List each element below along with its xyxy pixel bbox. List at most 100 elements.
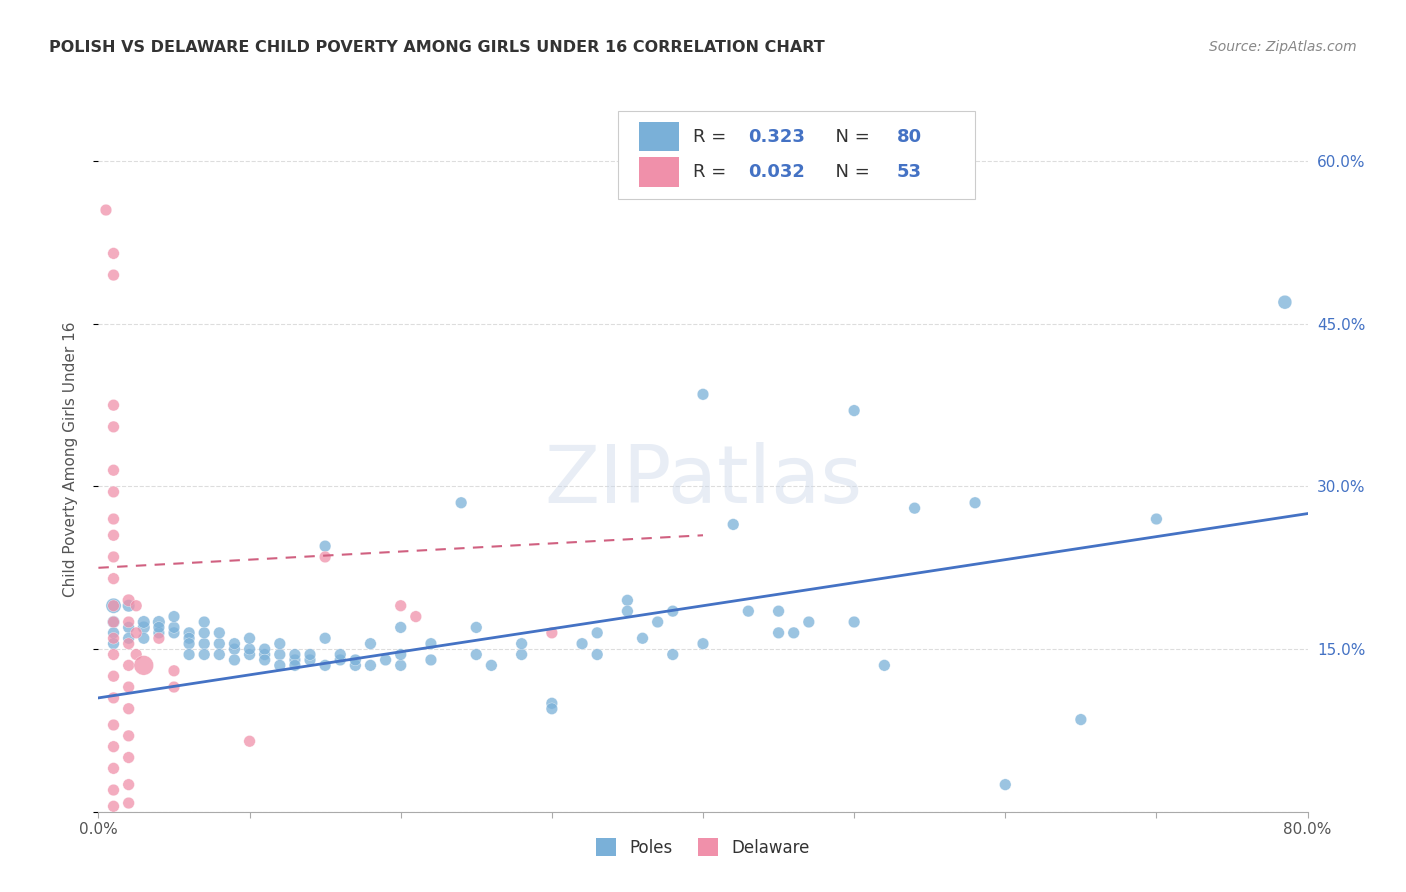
Point	[1070, 713, 1092, 727]
Point	[179, 625, 201, 640]
Point	[163, 664, 186, 678]
FancyBboxPatch shape	[638, 122, 679, 152]
Point	[224, 642, 246, 657]
Point	[269, 637, 291, 651]
Point	[465, 648, 488, 662]
Point	[103, 615, 125, 629]
Legend: Poles, Delaware: Poles, Delaware	[589, 831, 817, 863]
Point	[450, 496, 472, 510]
Point	[465, 620, 488, 634]
Point	[389, 620, 412, 634]
Point	[344, 653, 367, 667]
Point	[103, 783, 125, 797]
Point	[239, 648, 262, 662]
Point	[103, 761, 125, 775]
Point	[118, 729, 141, 743]
Text: ZIPatlas: ZIPatlas	[544, 442, 862, 519]
Point	[540, 702, 562, 716]
Point	[118, 680, 141, 694]
Point	[103, 632, 125, 646]
FancyBboxPatch shape	[638, 157, 679, 186]
Point	[540, 625, 562, 640]
Point	[148, 615, 170, 629]
Point	[103, 799, 125, 814]
Point	[284, 653, 307, 667]
Point	[586, 625, 609, 640]
Point	[179, 632, 201, 646]
Point	[374, 653, 396, 667]
Point	[163, 680, 186, 694]
Point	[132, 658, 155, 673]
Point	[768, 604, 790, 618]
Point	[631, 632, 654, 646]
Point	[103, 625, 125, 640]
Point	[118, 778, 141, 792]
Point	[118, 620, 141, 634]
Point	[163, 625, 186, 640]
Point	[510, 648, 533, 662]
Point	[103, 615, 125, 629]
Y-axis label: Child Poverty Among Girls Under 16: Child Poverty Among Girls Under 16	[63, 322, 77, 597]
Point	[103, 690, 125, 705]
Point	[571, 637, 593, 651]
Point	[103, 599, 125, 613]
Point	[103, 718, 125, 732]
Point	[661, 604, 683, 618]
Point	[148, 632, 170, 646]
Point	[1144, 512, 1167, 526]
Point	[103, 648, 125, 662]
Point	[103, 572, 125, 586]
Point	[224, 653, 246, 667]
Point	[314, 549, 336, 564]
Point	[797, 615, 820, 629]
Point	[389, 648, 412, 662]
Point	[299, 653, 322, 667]
Text: Source: ZipAtlas.com: Source: ZipAtlas.com	[1209, 40, 1357, 54]
Point	[844, 615, 866, 629]
Point	[873, 658, 896, 673]
Point	[314, 632, 336, 646]
Point	[1274, 295, 1296, 310]
Point	[360, 637, 382, 651]
Point	[481, 658, 503, 673]
Point	[692, 637, 714, 651]
Point	[103, 512, 125, 526]
Point	[103, 528, 125, 542]
Point	[103, 599, 125, 613]
Text: 0.323: 0.323	[748, 128, 804, 145]
Point	[103, 463, 125, 477]
Point	[616, 604, 638, 618]
Point	[389, 658, 412, 673]
Text: N =: N =	[824, 128, 876, 145]
Point	[193, 637, 215, 651]
Point	[540, 696, 562, 710]
Point	[329, 653, 352, 667]
Point	[132, 615, 155, 629]
Point	[179, 648, 201, 662]
Point	[329, 648, 352, 662]
Point	[661, 648, 683, 662]
Point	[284, 648, 307, 662]
Point	[269, 648, 291, 662]
Point	[692, 387, 714, 401]
Point	[125, 599, 148, 613]
Point	[253, 653, 276, 667]
Text: N =: N =	[824, 163, 876, 181]
Point	[103, 669, 125, 683]
Point	[405, 609, 427, 624]
Point	[344, 658, 367, 673]
Point	[269, 658, 291, 673]
Text: R =: R =	[693, 128, 733, 145]
Point	[647, 615, 669, 629]
Point	[360, 658, 382, 673]
Point	[118, 615, 141, 629]
Point	[193, 648, 215, 662]
Point	[239, 632, 262, 646]
Point	[118, 599, 141, 613]
Point	[994, 778, 1017, 792]
Point	[103, 484, 125, 499]
Point	[586, 648, 609, 662]
Point	[118, 750, 141, 764]
Point	[904, 501, 927, 516]
Point	[723, 517, 745, 532]
